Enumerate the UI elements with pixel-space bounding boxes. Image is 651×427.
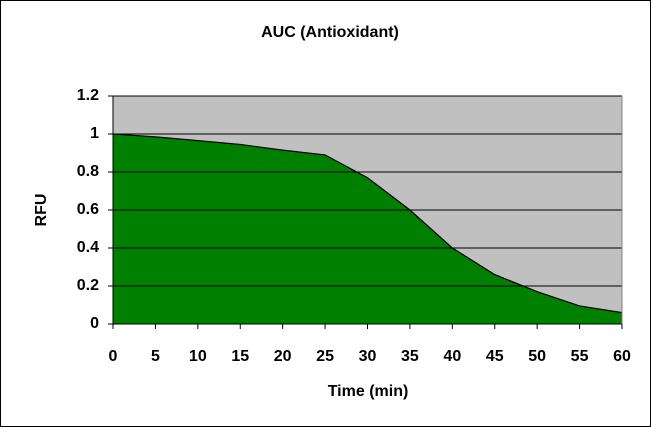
- x-tick-label: 60: [613, 348, 631, 365]
- x-tick-label: 35: [401, 348, 419, 365]
- chart-title: AUC (Antioxidant): [261, 24, 399, 41]
- x-tick-label: 15: [231, 348, 249, 365]
- y-tick-label: 0.2: [77, 277, 99, 294]
- y-tick-label: 1: [90, 125, 99, 142]
- x-tick-label: 10: [189, 348, 207, 365]
- y-axis-label: RFU: [33, 194, 50, 227]
- x-tick-label: 5: [151, 348, 160, 365]
- x-tick-label: 30: [359, 348, 377, 365]
- y-tick-label: 1.2: [77, 87, 99, 104]
- x-axis-label: Time (min): [328, 383, 409, 400]
- x-tick-label: 25: [316, 348, 334, 365]
- area-outline: [112, 133, 623, 314]
- x-tick-label: 20: [274, 348, 292, 365]
- area: [113, 134, 622, 324]
- x-tick-label: 45: [486, 348, 504, 365]
- y-tick-label: 0.6: [77, 201, 99, 218]
- x-tick-label: 50: [528, 348, 546, 365]
- x-tick-label: 55: [571, 348, 589, 365]
- y-tick-label: 0: [90, 315, 99, 332]
- x-tick-label: 0: [109, 348, 118, 365]
- y-tick-label: 0.8: [77, 163, 99, 180]
- y-tick-label: 0.4: [77, 239, 99, 256]
- x-tick-label: 40: [443, 348, 461, 365]
